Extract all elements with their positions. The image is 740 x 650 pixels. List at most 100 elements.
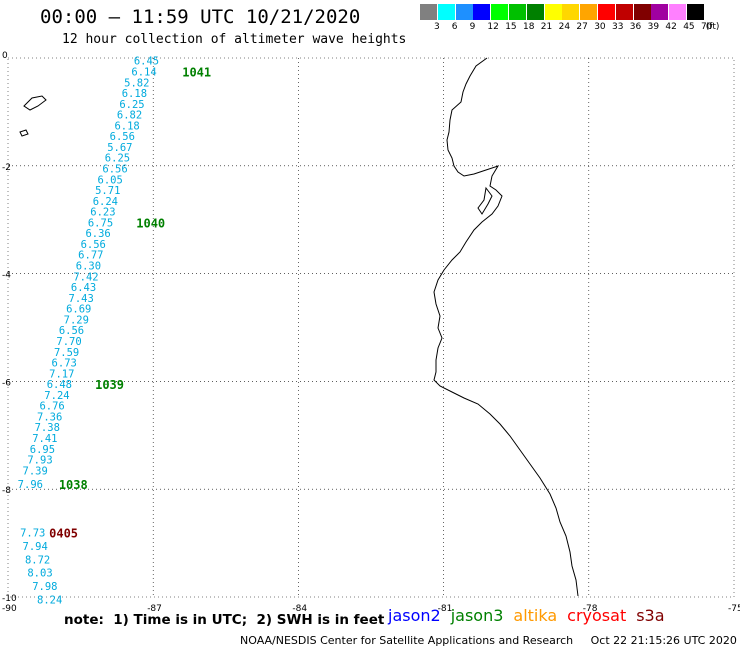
wave-height-label: 6.82 xyxy=(117,110,142,122)
scale-swatch xyxy=(651,4,669,20)
lat-tick-label: -2 xyxy=(2,163,11,173)
wave-height-label: 7.70 xyxy=(56,336,81,348)
wave-height-label: 7.73 xyxy=(20,527,45,539)
lon-tick-label: -87 xyxy=(147,604,162,614)
lat-tick-label: -4 xyxy=(2,271,11,281)
wave-height-label: 7.29 xyxy=(64,314,89,326)
wave-height-label: 5.71 xyxy=(95,185,120,197)
scale-label: 21 xyxy=(540,22,553,32)
scale-label: 9 xyxy=(469,22,476,32)
scale-swatch xyxy=(687,4,704,20)
scale-swatch xyxy=(491,4,509,20)
wave-height-label: 7.59 xyxy=(54,347,79,359)
scale-swatch xyxy=(473,4,491,20)
scale-swatch xyxy=(562,4,580,20)
satellite-jason2-label: jason2 xyxy=(388,606,441,625)
pass-number-label: 1039 xyxy=(95,378,124,392)
wave-height-label: 8.72 xyxy=(25,554,50,566)
wave-height-label: 7.93 xyxy=(27,455,52,467)
satellite-s3a-label: s3a xyxy=(636,606,665,625)
wave-height-label: 7.43 xyxy=(69,293,94,305)
page-subtitle: 12 hour collection of altimeter wave hei… xyxy=(62,32,407,47)
lon-tick-label: -90 xyxy=(2,604,17,614)
scale-label: 36 xyxy=(629,22,642,32)
wave-height-label: 7.24 xyxy=(44,390,69,402)
scale-swatch xyxy=(580,4,598,20)
wave-height-label: 7.41 xyxy=(32,433,57,445)
gulf-island-outline xyxy=(477,186,493,215)
coastline xyxy=(433,57,579,597)
scale-label: 45 xyxy=(683,22,695,32)
scale-label: 18 xyxy=(523,22,535,32)
wave-height-label: 6.69 xyxy=(66,304,91,316)
wave-height-label: 7.94 xyxy=(23,541,48,553)
wave-height-label: 6.05 xyxy=(98,174,123,186)
scale-label: 33 xyxy=(612,22,624,32)
wave-height-label: 5.82 xyxy=(124,77,149,89)
wave-height-label: 6.56 xyxy=(102,163,127,175)
scale-label: 6 xyxy=(451,22,458,32)
scale-label: 15 xyxy=(505,22,517,32)
scale-unit: (ft) xyxy=(705,22,720,32)
wave-height-label: 6.30 xyxy=(76,261,101,273)
wave-height-label: 7.98 xyxy=(32,581,57,593)
wave-height-label: 6.73 xyxy=(52,358,77,370)
scale-label: 24 xyxy=(558,22,571,32)
wave-height-label: 7.96 xyxy=(18,479,43,491)
pass-number-label: 0405 xyxy=(49,526,78,540)
wave-height-label: 6.18 xyxy=(114,120,139,132)
scale-label: 39 xyxy=(647,22,660,32)
wave-height-label: 7.42 xyxy=(73,271,98,283)
wave-height-label: 7.38 xyxy=(35,422,60,434)
wave-height-label: 6.25 xyxy=(119,99,144,111)
scale-swatch xyxy=(615,4,633,20)
lat-tick-label: -10 xyxy=(2,594,17,604)
wave-height-label: 6.56 xyxy=(110,131,135,143)
lon-tick-label: -81 xyxy=(438,604,453,614)
wave-height-label: 6.23 xyxy=(90,207,115,219)
scale-swatch xyxy=(669,4,687,20)
wave-height-label: 7.39 xyxy=(23,465,48,477)
wave-height-label: 6.43 xyxy=(71,282,96,294)
lon-tick-label: -75 xyxy=(728,604,740,614)
wave-height-label: 8.03 xyxy=(27,568,52,580)
wave-height-label: 8.24 xyxy=(37,595,62,607)
scale-swatch xyxy=(544,4,562,20)
scale-swatch xyxy=(455,4,473,20)
wave-height-label: 6.48 xyxy=(47,379,72,391)
scale-swatch xyxy=(526,4,544,20)
wave-height-label: 6.18 xyxy=(122,88,147,100)
satellite-altika-label: altika xyxy=(513,606,558,625)
wave-height-label: 6.75 xyxy=(88,217,113,229)
wave-height-label: 6.56 xyxy=(59,325,84,337)
satellite-legend: jason2 jason3 altika cryosat s3a xyxy=(388,606,675,625)
footer-credit: NOAA/NESDIS Center for Satellite Applica… xyxy=(240,634,737,647)
galapagos-islet-outline xyxy=(19,129,29,137)
wave-height-label: 6.77 xyxy=(78,250,103,262)
wave-height-label: 6.95 xyxy=(30,444,55,456)
lat-tick-label: -6 xyxy=(2,378,11,388)
galapagos-island-outline xyxy=(23,95,47,111)
scale-label: 27 xyxy=(576,22,588,32)
scale-swatch xyxy=(420,4,437,20)
map-frame xyxy=(7,57,735,598)
lon-tick-label: -84 xyxy=(292,604,307,614)
lat-tick-label: -8 xyxy=(2,486,11,496)
wave-height-label: 6.76 xyxy=(39,401,64,413)
scale-swatch xyxy=(509,4,526,20)
scale-label: 3 xyxy=(434,22,440,32)
scale-label: 70 xyxy=(701,22,713,32)
wave-height-label: 6.45 xyxy=(134,56,159,68)
scale-label: 42 xyxy=(665,22,677,32)
scale-label: 30 xyxy=(594,22,606,32)
scale-swatch xyxy=(598,4,615,20)
page-title: 00:00 – 11:59 UTC 10/21/2020 xyxy=(40,6,361,28)
pass-number-label: 1038 xyxy=(59,478,88,492)
wave-height-label: 7.36 xyxy=(37,411,62,423)
wave-height-label: 5.67 xyxy=(107,142,132,154)
pass-number-label: 1041 xyxy=(182,65,211,79)
wave-height-label: 6.36 xyxy=(85,228,110,240)
wave-height-label: 6.25 xyxy=(105,153,130,165)
